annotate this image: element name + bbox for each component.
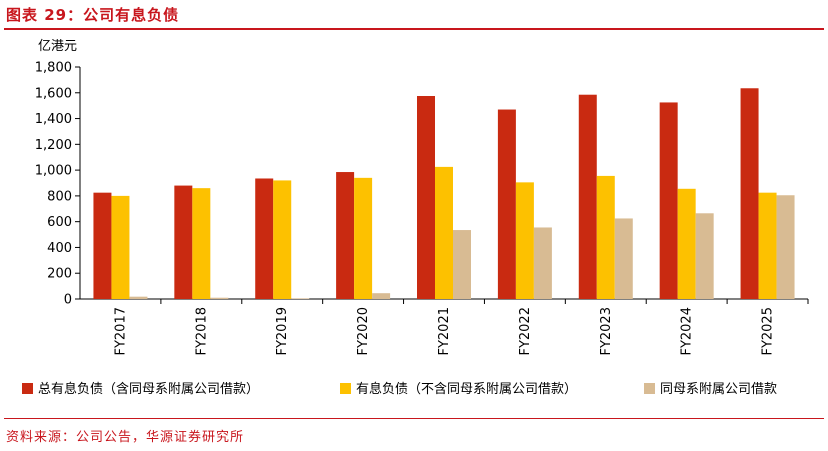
- x-tick-label-fy2017: FY2017: [113, 307, 128, 356]
- x-tick-label-fy2023: FY2023: [599, 307, 614, 356]
- y-tick-label: 800: [47, 189, 72, 204]
- bar-3-fy2024: [695, 213, 714, 299]
- legend-swatch-3: [644, 383, 655, 394]
- bar-2-fy2021: [435, 166, 453, 299]
- bar-1-fy2020: [336, 172, 355, 299]
- legend-label-2: 有息负债（不含同母系附属公司借款）: [356, 381, 577, 397]
- legend-label-1: 总有息负债（含同母系附属公司借款）: [38, 381, 259, 397]
- bar-1-fy2017: [93, 192, 112, 299]
- x-tick-label-fy2021: FY2021: [437, 307, 452, 356]
- bar-2-fy2019: [273, 180, 292, 299]
- y-tick-label: 1,200: [35, 138, 72, 153]
- y-tick-label: 200: [47, 267, 72, 282]
- source-note: 资料来源：公司公告，华源证券研究所: [6, 430, 245, 445]
- bar-2-fy2023: [596, 175, 615, 299]
- x-tick-label-fy2025: FY2025: [761, 307, 776, 356]
- figure-title: 图表 29：公司有息负债: [6, 6, 180, 24]
- y-tick-label: 1,800: [35, 61, 72, 76]
- bar-2-fy2018: [192, 188, 211, 299]
- bar-2-fy2022: [515, 182, 534, 299]
- x-tick-label-fy2019: FY2019: [275, 307, 290, 356]
- x-tick-label-fy2018: FY2018: [194, 307, 209, 356]
- bar-3-fy2020: [372, 293, 391, 299]
- bar-3-fy2019: [291, 298, 310, 299]
- bar-1-fy2019: [255, 178, 274, 299]
- bar-1-fy2021: [417, 96, 435, 299]
- legend-label-3: 同母系附属公司借款: [660, 382, 777, 397]
- bar-1-fy2025: [740, 88, 759, 300]
- legend-swatch-2: [340, 383, 351, 394]
- bar-1-fy2023: [578, 94, 597, 299]
- y-tick-label: 400: [47, 241, 72, 256]
- x-tick-label-fy2024: FY2024: [680, 307, 695, 356]
- y-axis-unit-label: 亿港元: [38, 39, 77, 54]
- y-tick-label: 1,600: [35, 86, 72, 101]
- bar-1-fy2018: [174, 185, 193, 299]
- top-rule: [4, 28, 824, 30]
- bottom-rule: [4, 418, 824, 419]
- bar-2-fy2020: [354, 177, 373, 299]
- bar-3-fy2021: [453, 230, 471, 299]
- bar-3-fy2023: [614, 218, 633, 299]
- bar-1-fy2024: [659, 102, 678, 299]
- bar-3-fy2025: [776, 195, 795, 299]
- bar-1-fy2022: [497, 109, 516, 300]
- y-tick-label: 1,000: [35, 164, 72, 179]
- legend-swatch-1: [22, 383, 33, 394]
- bar-2-fy2024: [677, 188, 696, 299]
- bar-2-fy2017: [111, 195, 130, 299]
- bar-2-fy2025: [758, 192, 777, 299]
- bar-3-fy2022: [533, 227, 552, 299]
- x-tick-label-fy2022: FY2022: [518, 307, 533, 356]
- y-tick-label: 600: [47, 215, 72, 230]
- bar-3-fy2017: [129, 296, 148, 299]
- x-tick-label-fy2020: FY2020: [356, 307, 371, 356]
- bar-3-fy2018: [210, 297, 229, 299]
- y-tick-label: 1,400: [35, 112, 72, 127]
- y-tick-label: 0: [64, 293, 72, 308]
